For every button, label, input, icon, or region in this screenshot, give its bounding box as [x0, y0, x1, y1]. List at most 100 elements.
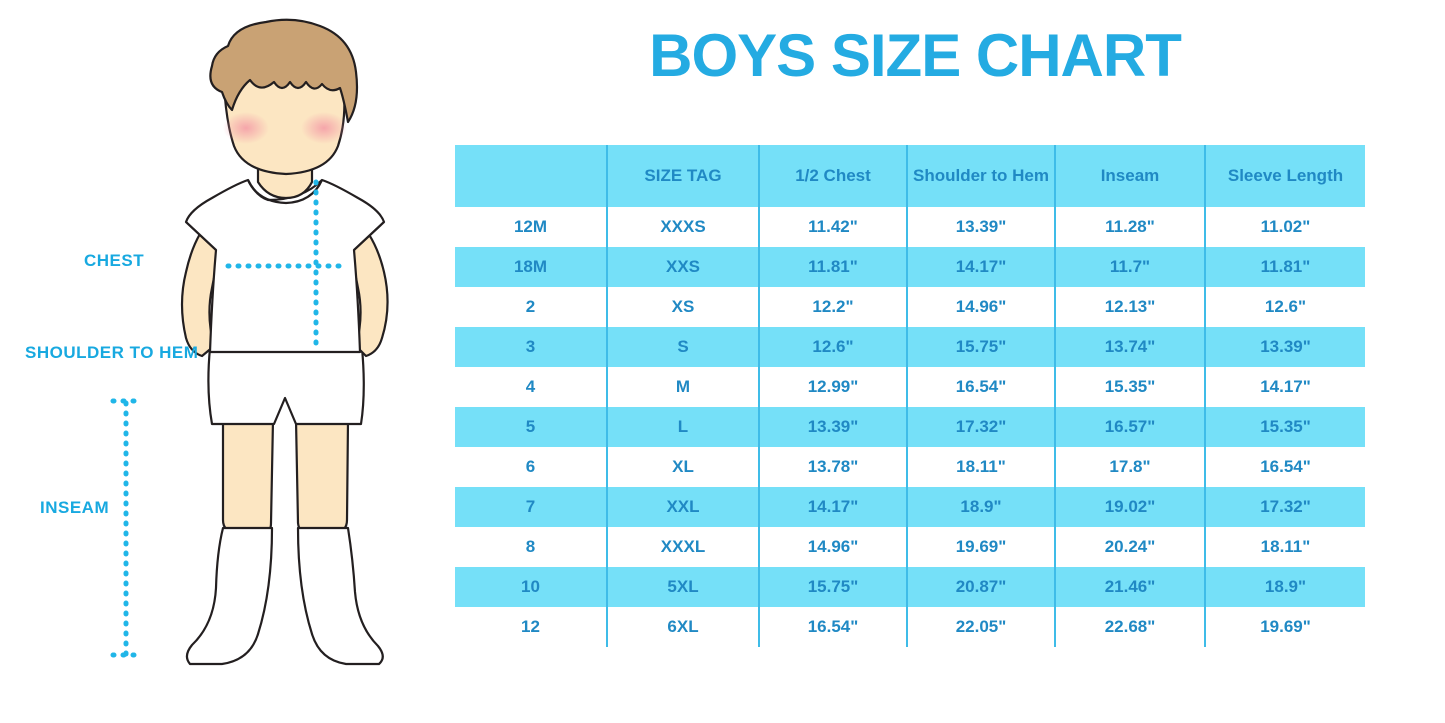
table-cell: 15.75" [906, 327, 1055, 367]
table-cell: 14.96" [758, 527, 907, 567]
cell-size: 18M [513, 257, 548, 277]
cell-size: 12 [521, 617, 540, 637]
table-cell: 17.8" [1054, 447, 1205, 487]
column-header: Shoulder to Hem [906, 145, 1055, 207]
table-cell: 13.74" [1054, 327, 1205, 367]
column-header: SIZE TAG [606, 145, 759, 207]
table-cell: S [606, 327, 759, 367]
table-cell: 13.39" [1204, 327, 1365, 367]
table-row: 12M XXXS 11.42" 13.39" 11.28" 11.02" [455, 207, 1365, 247]
table-row: 5 L 13.39" 17.32" 16.57" 15.35" [455, 407, 1365, 447]
table-cell: 11.28" [1054, 207, 1205, 247]
table-cell: 18.11" [906, 447, 1055, 487]
table-cell: 16.54" [1204, 447, 1365, 487]
table-cell: 16.57" [1054, 407, 1205, 447]
blush-right-cheek [301, 112, 347, 144]
shoulder-to-hem-label: SHOULDER TO HEM [25, 343, 199, 362]
left-thigh [221, 418, 275, 535]
table-cell: 22.05" [906, 607, 1055, 647]
tshirt [184, 178, 386, 354]
table-cell: 14.17" [758, 487, 907, 527]
column-header-blank [455, 145, 607, 207]
table-cell: 11.42" [758, 207, 907, 247]
table-cell: 12.6" [758, 327, 907, 367]
cell-size: 3 [525, 337, 536, 357]
table-cell: 14.96" [906, 287, 1055, 327]
inseam-label: INSEAM [40, 498, 110, 517]
table-row: 8 XXXL 14.96" 19.69" 20.24" 18.11" [455, 527, 1365, 567]
table-cell: 11.7" [1054, 247, 1205, 287]
measurement-dots [225, 179, 351, 353]
table-row: 3 S 12.6" 15.75" 13.74" 13.39" [455, 327, 1365, 367]
table-cell: XS [606, 287, 759, 327]
table-cell: 17.32" [1204, 487, 1365, 527]
figure-body [180, 34, 389, 666]
table-cell: L [606, 407, 759, 447]
table-cell: XXXS [606, 207, 759, 247]
table-cell: XXS [606, 247, 759, 287]
table-cell: M [606, 367, 759, 407]
table-cell: 17.32" [906, 407, 1055, 447]
cell-size: 6 [525, 457, 536, 477]
table-cell: 13.39" [758, 407, 907, 447]
table-cell: 21.46" [1054, 567, 1205, 607]
cell-size: 8 [525, 537, 536, 557]
table-cell: 11.02" [1204, 207, 1365, 247]
table-body: 12M XXXS 11.42" 13.39" 11.28" 11.02" 18M XXS 11.… [455, 207, 1365, 647]
table-cell: 22.68" [1054, 607, 1205, 647]
blush-left-cheek [223, 112, 269, 144]
table-cell: 20.87" [906, 567, 1055, 607]
shorts [207, 346, 365, 426]
table-header: SIZE TAG 1/2 Chest Shoulder to Hem Inseam Sl… [455, 145, 1365, 207]
header-row: SIZE TAG 1/2 Chest Shoulder to Hem Inseam Sl… [455, 145, 1365, 207]
table-cell: 5XL [606, 567, 759, 607]
table-row: 7 XXL 14.17" 18.9" 19.02" 17.32" [455, 487, 1365, 527]
table-cell: 19.69" [906, 527, 1055, 567]
table-cell: 14.17" [906, 247, 1055, 287]
table-cell: 11.81" [1204, 247, 1365, 287]
boy-illustration: CHEST SHOULDER TO HEM INSEAM [0, 0, 455, 723]
inseam-ruler [110, 398, 142, 658]
left-boot [185, 526, 274, 666]
cell-size: 2 [525, 297, 536, 317]
table-cell: 16.54" [758, 607, 907, 647]
size-chart-table: SIZE TAG 1/2 Chest Shoulder to Hem Inseam Sl… [455, 145, 1365, 647]
table-cell: 12.13" [1054, 287, 1205, 327]
right-thigh [294, 418, 350, 535]
table-row: 10 5XL 15.75" 20.87" 21.46" 18.9" [455, 567, 1365, 607]
table-cell: 12.2" [758, 287, 907, 327]
table-row: 12 6XL 16.54" 22.05" 22.68" 19.69" [455, 607, 1365, 647]
table-cell: XL [606, 447, 759, 487]
table-row: 18M XXS 11.81" 14.17" 11.7" 11.81" [455, 247, 1365, 287]
cell-size: 7 [525, 497, 536, 517]
table-row: 2 XS 12.2" 14.96" 12.13" 12.6" [455, 287, 1365, 327]
cell-size: 5 [525, 417, 536, 437]
left-sleeve-hem [185, 221, 217, 251]
cell-size: 10 [521, 577, 540, 597]
table-cell: 19.02" [1054, 487, 1205, 527]
column-header: Inseam [1054, 145, 1205, 207]
table-cell: XXXL [606, 527, 759, 567]
table-cell: XXL [606, 487, 759, 527]
column-header: Sleeve Length [1204, 145, 1365, 207]
table-cell: 15.35" [1054, 367, 1205, 407]
table-row: 4 M 12.99" 16.54" 15.35" 14.17" [455, 367, 1365, 407]
table-cell: 13.78" [758, 447, 907, 487]
table-cell: 15.35" [1204, 407, 1365, 447]
table-cell: 18.9" [906, 487, 1055, 527]
chest-label: CHEST [84, 251, 145, 270]
table-cell: 14.17" [1204, 367, 1365, 407]
table-cell: 13.39" [906, 207, 1055, 247]
table-row: 6 XL 13.78" 18.11" 17.8" 16.54" [455, 447, 1365, 487]
hair [209, 18, 359, 124]
table-cell: 16.54" [906, 367, 1055, 407]
size-chart-table-wrap: SIZE TAG 1/2 Chest Shoulder to Hem Inseam Sl… [455, 145, 1365, 647]
table-cell: 12.6" [1204, 287, 1365, 327]
table-cell: 18.11" [1204, 527, 1365, 567]
right-sleeve-hem [353, 221, 385, 251]
right-boot [296, 526, 384, 666]
table-cell: 20.24" [1054, 527, 1205, 567]
cell-size: 12M [513, 217, 548, 237]
table-cell: 6XL [606, 607, 759, 647]
